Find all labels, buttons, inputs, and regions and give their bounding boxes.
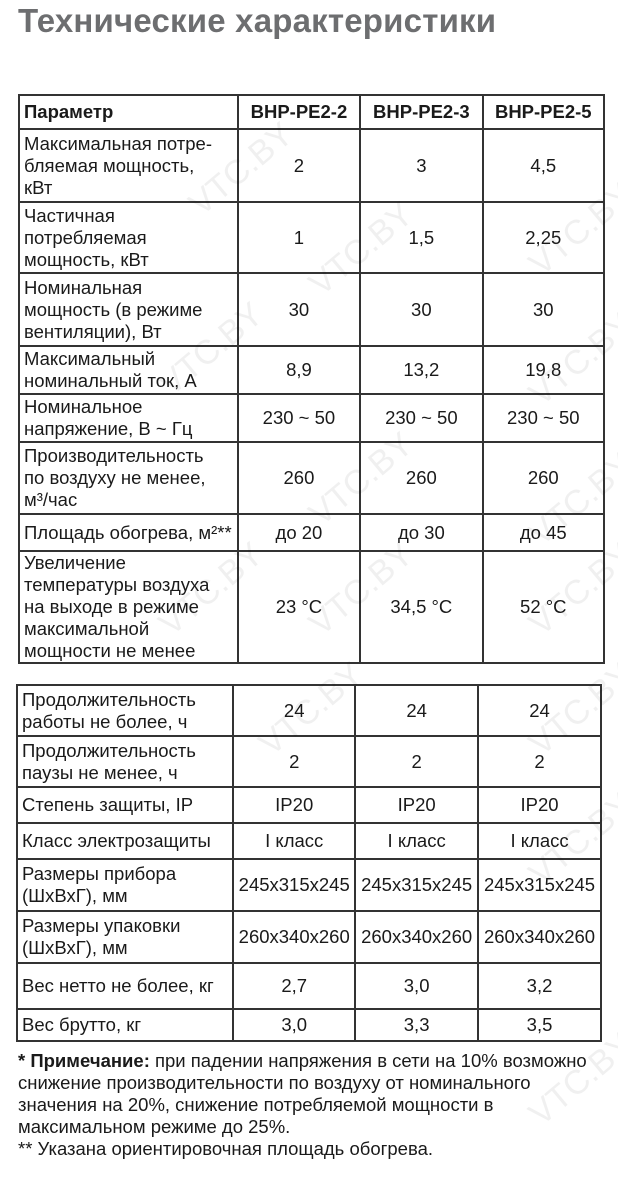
table-row: Номинальное напряжение, В ~ Гц 230 ~ 50 23…: [18, 393, 606, 443]
parameter-cell: Размеры прибора (ШхВхГ), мм: [15, 858, 235, 912]
value-cell: 260: [359, 441, 484, 515]
parameter-cell: Увеличение температуры воздуха на выходе…: [18, 550, 239, 664]
parameter-cell: Номинальное напряжение, В ~ Гц: [18, 393, 239, 443]
parameter-cell: Продолжительность работы не более, ч: [15, 684, 235, 737]
value-cell: 245x315x245: [477, 858, 602, 912]
value-cell: 24: [232, 684, 357, 737]
value-cell: 230 ~ 50: [481, 393, 606, 443]
parameter-cell: Продолжительность паузы не менее, ч: [15, 735, 235, 788]
value-cell: 260x340x260: [232, 910, 357, 964]
parameter-cell: Максимальная потре- бляемая мощность, кВ…: [18, 128, 239, 203]
value-cell: до 45: [481, 513, 606, 552]
table-row: Размеры упаковки (ШхВхГ), мм 260x340x260 2…: [15, 910, 602, 964]
value-cell: 8,9: [236, 345, 362, 395]
specs-table-secondary: Продолжительность работы не более, ч 24 24…: [15, 684, 602, 1042]
value-cell: 30: [481, 272, 606, 347]
parameter-cell: Вес брутто, кг: [15, 1008, 235, 1042]
value-cell: 2,25: [481, 201, 606, 274]
table-row: Вес нетто не более, кг 2,7 3,0 3,2: [15, 962, 602, 1010]
header-parameter: Параметр: [18, 94, 239, 130]
parameter-cell: Вес нетто не более, кг: [15, 962, 235, 1010]
value-cell: до 30: [359, 513, 484, 552]
value-cell: 3: [359, 128, 484, 203]
parameter-cell: Частичная потребляемая мощность, кВт: [18, 201, 239, 274]
value-cell: 23 °С: [236, 550, 362, 664]
value-cell: I класс: [232, 822, 357, 860]
table-row: Степень защиты, IP IP20 IP20 IP20: [15, 786, 602, 824]
value-cell: 3,0: [232, 1008, 357, 1042]
table-row: Продолжительность работы не более, ч 24 24…: [15, 684, 602, 737]
table-row: Площадь обогрева, м²** до 20 до 30 до 45: [18, 513, 606, 552]
parameter-cell: Номинальная мощность (в режиме вентиляци…: [18, 272, 239, 347]
value-cell: 24: [477, 684, 602, 737]
table-row: Класс электрозащиты I класс I класс I класс: [15, 822, 602, 860]
footnote-2: ** Указана ориентировочная площадь обогр…: [18, 1138, 434, 1159]
header-model: ВНР-РЕ2-2: [236, 94, 362, 130]
value-cell: 260x340x260: [477, 910, 602, 964]
value-cell: 260x340x260: [354, 910, 480, 964]
table-row: Максимальный номинальный ток, А 8,9 13,2 19…: [18, 345, 606, 395]
table-row: Производительность по воздуху не менее, …: [18, 441, 606, 515]
value-cell: 4,5: [481, 128, 606, 203]
table-row: Размеры прибора (ШхВхГ), мм 245x315x245 24…: [15, 858, 602, 912]
footnote-text: при падении напряжения в сети на 10% воз…: [18, 1050, 587, 1137]
value-cell: 34,5 °С: [359, 550, 484, 664]
value-cell: 230 ~ 50: [359, 393, 484, 443]
table-row: Увеличение температуры воздуха на выходе…: [18, 550, 606, 664]
parameter-cell: Размеры упаковки (ШхВхГ), мм: [15, 910, 235, 964]
header-model: ВНР-РЕ2-3: [359, 94, 484, 130]
value-cell: 30: [359, 272, 484, 347]
value-cell: 260: [481, 441, 606, 515]
table-row: Вес брутто, кг 3,0 3,3 3,5: [15, 1008, 602, 1042]
footnotes: * Примечание: при падении напряжения в с…: [18, 1050, 608, 1160]
value-cell: 52 °С: [481, 550, 606, 664]
table-row: Максимальная потре- бляемая мощность, кВ…: [18, 128, 606, 203]
value-cell: IP20: [477, 786, 602, 824]
value-cell: 13,2: [359, 345, 484, 395]
value-cell: до 20: [236, 513, 362, 552]
parameter-cell: Производительность по воздуху не менее, …: [18, 441, 239, 515]
value-cell: 30: [236, 272, 362, 347]
footnote-label: * Примечание:: [18, 1050, 150, 1071]
value-cell: 3,5: [477, 1008, 602, 1042]
parameter-cell: Степень защиты, IP: [15, 786, 235, 824]
value-cell: 3,3: [354, 1008, 480, 1042]
page-title: Технические характеристики: [18, 2, 497, 39]
table-header-row: Параметр ВНР-РЕ2-2 ВНР-РЕ2-3 ВНР-РЕ2-5: [18, 94, 606, 130]
value-cell: 2: [477, 735, 602, 788]
value-cell: 24: [354, 684, 480, 737]
value-cell: 1: [236, 201, 362, 274]
header-model: ВНР-РЕ2-5: [481, 94, 606, 130]
parameter-cell: Максимальный номинальный ток, А: [18, 345, 239, 395]
value-cell: I класс: [477, 822, 602, 860]
value-cell: 3,2: [477, 962, 602, 1010]
value-cell: IP20: [232, 786, 357, 824]
value-cell: I класс: [354, 822, 480, 860]
specs-table-main: Параметр ВНР-РЕ2-2 ВНР-РЕ2-3 ВНР-РЕ2-5 М…: [18, 94, 606, 664]
value-cell: IP20: [354, 786, 480, 824]
value-cell: 230 ~ 50: [236, 393, 362, 443]
table-row: Номинальная мощность (в режиме вентиляци…: [18, 272, 606, 347]
value-cell: 2: [236, 128, 362, 203]
value-cell: 3,0: [354, 962, 480, 1010]
table-row: Частичная потребляемая мощность, кВт 1 1,5…: [18, 201, 606, 274]
value-cell: 19,8: [481, 345, 606, 395]
value-cell: 245x315x245: [232, 858, 357, 912]
value-cell: 2,7: [232, 962, 357, 1010]
value-cell: 2: [354, 735, 480, 788]
parameter-cell: Класс электрозащиты: [15, 822, 235, 860]
value-cell: 2: [232, 735, 357, 788]
value-cell: 260: [236, 441, 362, 515]
footnote-1: * Примечание: при падении напряжения в с…: [18, 1050, 608, 1138]
parameter-cell: Площадь обогрева, м²**: [18, 513, 239, 552]
value-cell: 1,5: [359, 201, 484, 274]
value-cell: 245x315x245: [354, 858, 480, 912]
